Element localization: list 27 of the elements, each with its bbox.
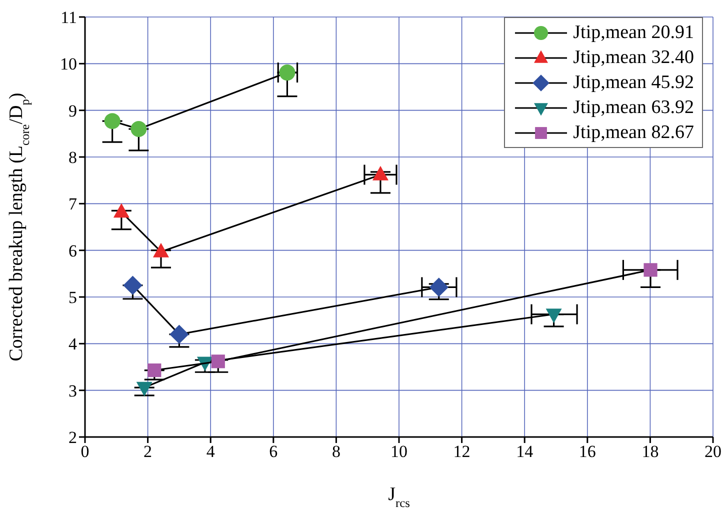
y-tick-label: 6 bbox=[68, 241, 77, 260]
x-tick-label: 0 bbox=[80, 442, 90, 462]
y-tick-label: 9 bbox=[68, 101, 77, 120]
x-tick-label: 8 bbox=[332, 442, 340, 462]
x-tick-label: 16 bbox=[578, 442, 596, 462]
y-tick-label: 3 bbox=[68, 381, 77, 400]
y-tick-label: 5 bbox=[68, 288, 77, 308]
legend-label: Jtip,mean 32.40 bbox=[573, 46, 694, 68]
y-tick-label: 7 bbox=[68, 194, 78, 214]
x-tick-label: 4 bbox=[206, 442, 216, 462]
x-tick-label: 6 bbox=[269, 442, 278, 462]
y-tick-label: 8 bbox=[68, 148, 77, 168]
y-tick-label: 10 bbox=[60, 54, 77, 74]
y-tick-label: 11 bbox=[60, 8, 77, 28]
legend-label: Jtip,mean 45.92 bbox=[573, 72, 694, 94]
x-axis-title: J$_{rcs}$ bbox=[388, 484, 410, 510]
x-tick-label: 10 bbox=[390, 442, 408, 462]
x-tick-label: 18 bbox=[642, 442, 659, 462]
x-tick-label: 14 bbox=[516, 442, 534, 462]
x-tick-label: 12 bbox=[453, 442, 470, 462]
legend-label: Jtip,mean 63.92 bbox=[573, 96, 694, 118]
y-tick-label: 2 bbox=[68, 428, 77, 448]
legend-label: Jtip,mean 82.67 bbox=[573, 122, 694, 144]
legend-label: Jtip,mean 20.91 bbox=[573, 22, 694, 44]
x-tick-label: 2 bbox=[144, 442, 152, 462]
x-tick-label: 20 bbox=[704, 442, 722, 462]
y-tick-label: 4 bbox=[68, 334, 78, 354]
